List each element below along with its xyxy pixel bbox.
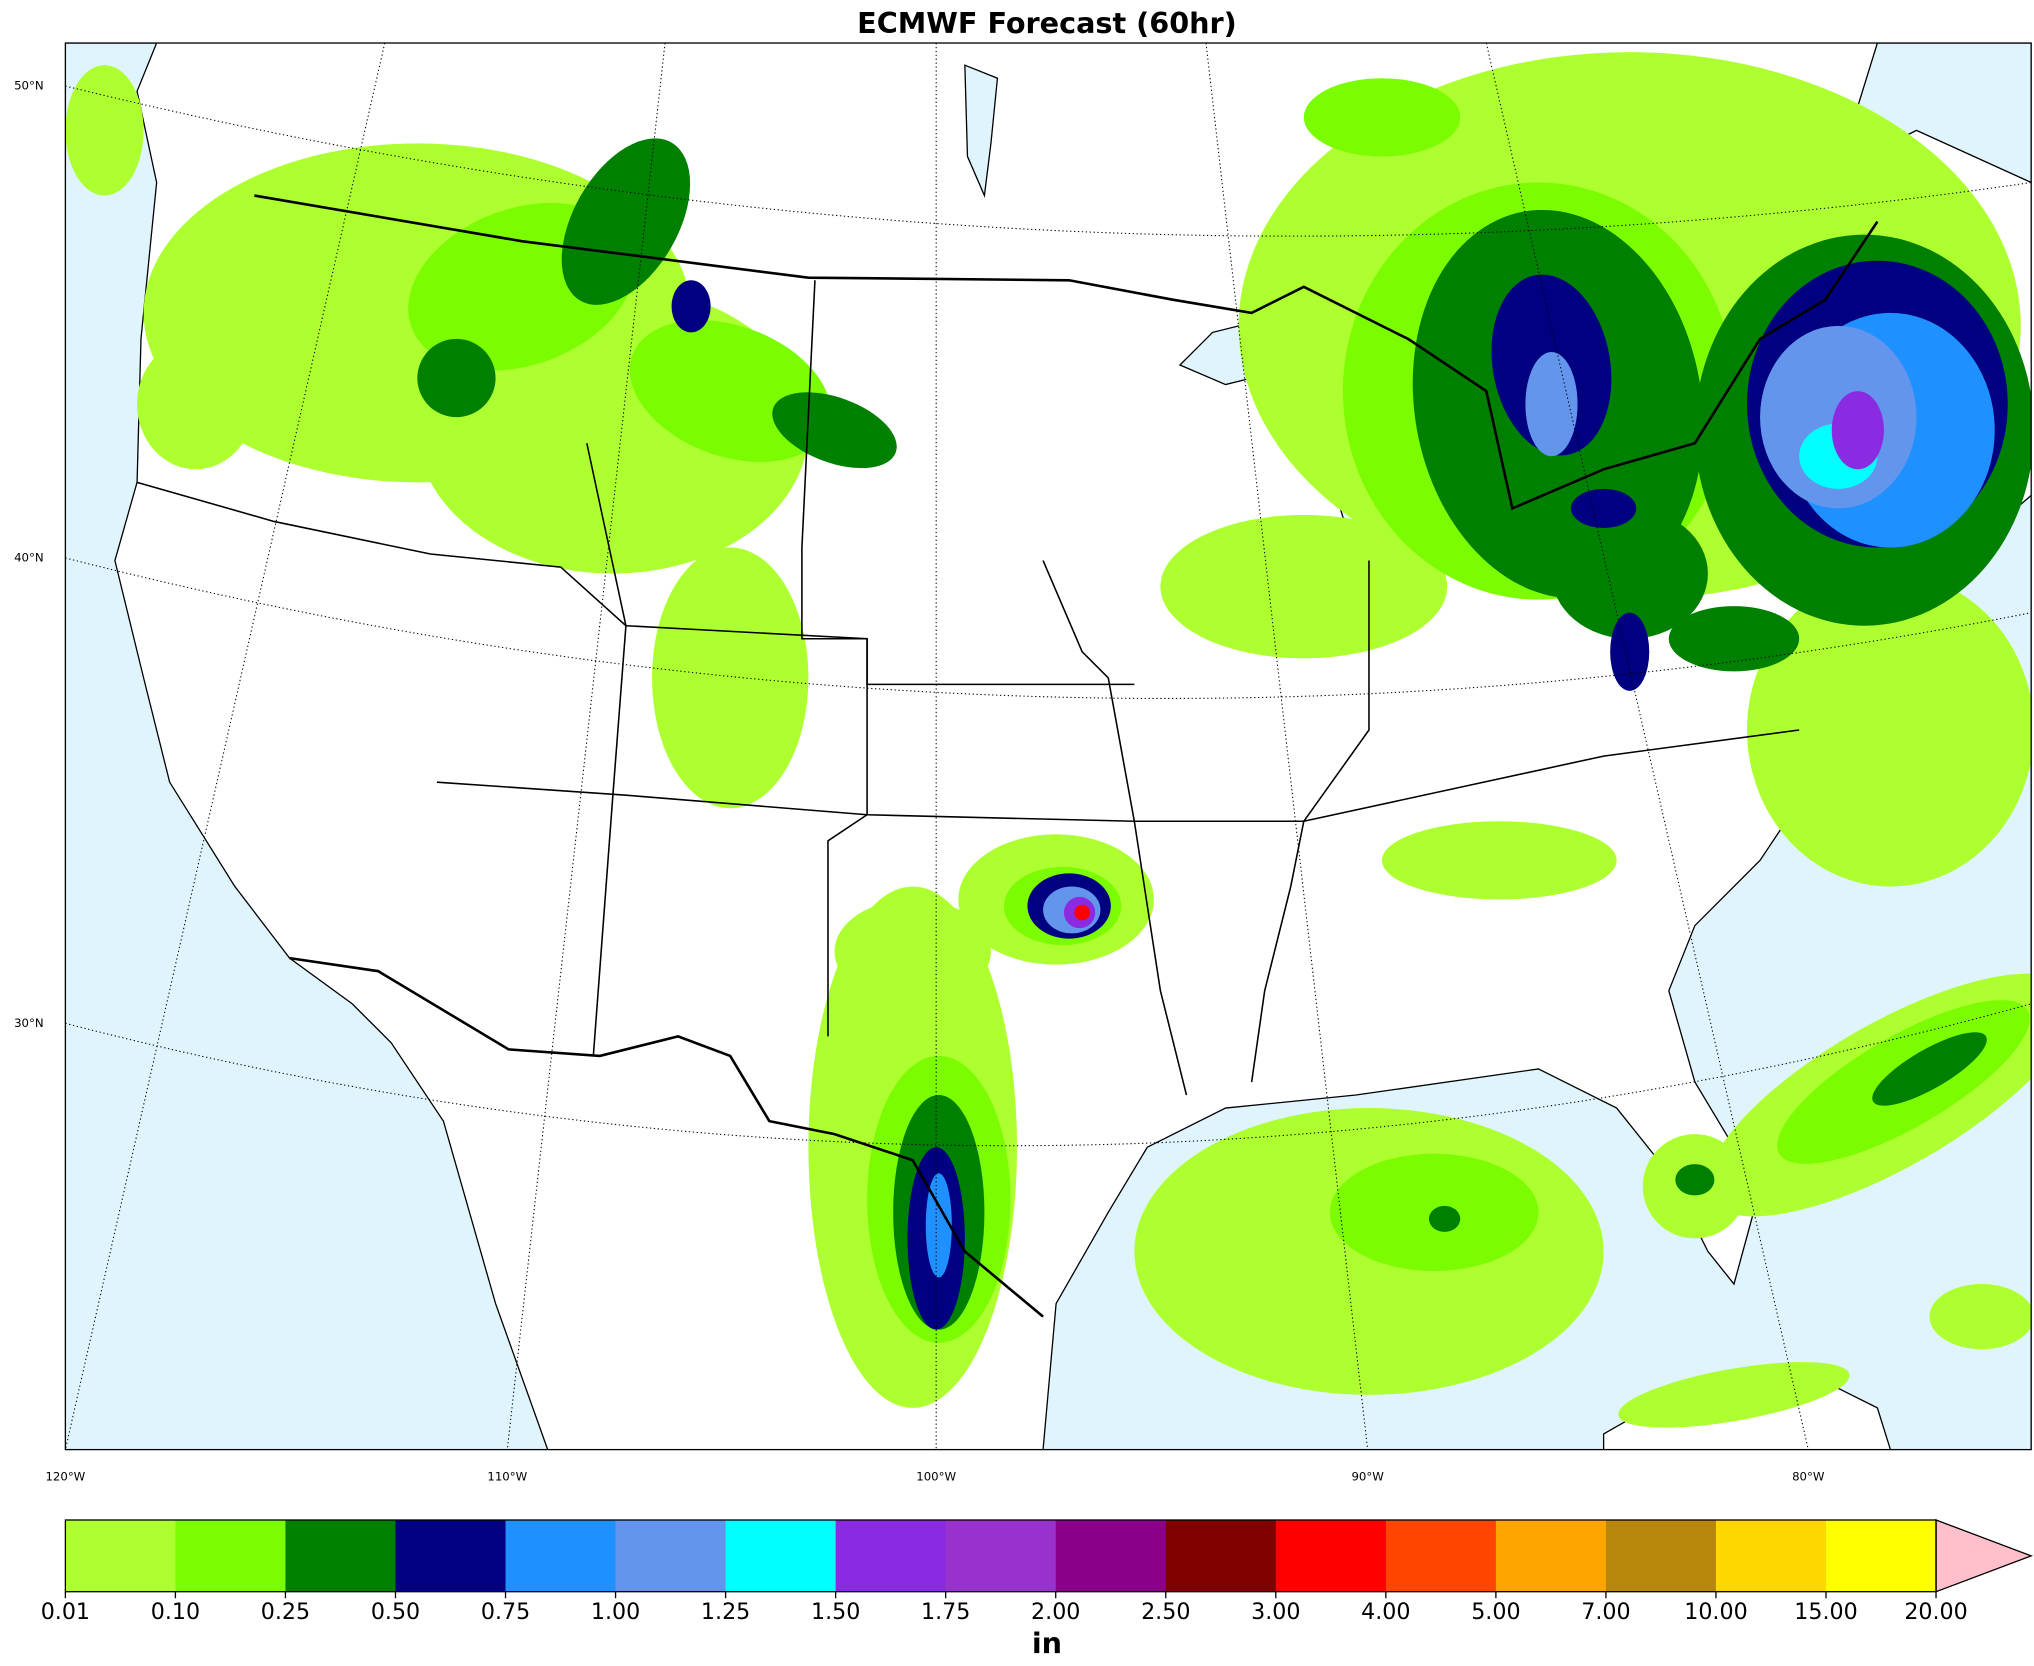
precip-area <box>1610 612 1650 691</box>
colorbar-tick-label: 0.25 <box>261 1599 310 1625</box>
precip-area <box>417 338 496 418</box>
colorbar-tick-label: 3.00 <box>1251 1599 1300 1625</box>
precip-area <box>1675 1164 1715 1196</box>
precip-area <box>925 1173 952 1278</box>
colorbar: 0.01 0.10 0.25 0.50 0.75 1.00 1.25 1.50 1.75 2.00… <box>41 1519 2034 1625</box>
colorbar-tick-label: 10.00 <box>1684 1599 1747 1625</box>
colorbar-tick-label: 20.00 <box>1904 1599 1967 1625</box>
colorbar-tick-label: 15.00 <box>1794 1599 1857 1625</box>
precip-area <box>772 392 897 469</box>
colorbar-box <box>1495 1519 1607 1592</box>
colorbar-box <box>1825 1519 1937 1592</box>
meridian <box>1205 43 1369 1450</box>
colorbar-box <box>1715 1519 1827 1592</box>
state-lines <box>136 280 1800 1096</box>
colorbar-extend <box>1935 1519 2034 1593</box>
precip-area <box>1668 606 1800 672</box>
colorbar-tick-label: 0.01 <box>41 1599 90 1625</box>
lon-label: 120°W <box>45 1469 85 1483</box>
colorbar-box <box>1275 1519 1387 1592</box>
colorbar-box <box>725 1519 837 1592</box>
colorbar-label: in <box>1032 1626 1062 1660</box>
colorbar-box <box>175 1519 287 1592</box>
colorbar-tick-label: 1.50 <box>811 1599 860 1625</box>
precip-area <box>65 65 144 196</box>
state-line <box>1250 821 1305 1083</box>
state-line <box>1042 560 1188 1096</box>
canada-border <box>254 194 1879 511</box>
precipitation <box>65 52 2032 1428</box>
colorbar-box <box>285 1519 397 1592</box>
colorbar-tick-label: 5.00 <box>1471 1599 1520 1625</box>
state-line <box>801 280 868 1037</box>
colorbar-box <box>945 1519 1057 1592</box>
lat-label: 40°N <box>14 550 44 564</box>
pacific <box>65 43 549 1450</box>
colorbar-tick-label: 0.50 <box>371 1599 420 1625</box>
colorbar-tick-label: 0.10 <box>151 1599 200 1625</box>
lat-labels: 50°N 40°N 30°N <box>14 79 44 1030</box>
precip-area <box>834 899 991 1004</box>
precip-area <box>1382 821 1617 900</box>
colorbar-box <box>1605 1519 1717 1592</box>
precip-area <box>1571 488 1637 528</box>
colorbar-box <box>615 1519 727 1592</box>
colorbar-tick-label: 2.50 <box>1141 1599 1190 1625</box>
colorbar-tick-label: 1.00 <box>591 1599 640 1625</box>
colorbar-tick-label: 1.75 <box>921 1599 970 1625</box>
lake-winnipeg <box>964 64 999 198</box>
colorbar-tick-label: 2.00 <box>1031 1599 1080 1625</box>
precip-area <box>1428 1205 1461 1232</box>
precip-area <box>1303 78 1461 157</box>
lon-label: 110°W <box>487 1469 527 1483</box>
precip-area <box>1747 573 2032 887</box>
state-line <box>1303 560 1370 822</box>
map <box>65 43 2032 1450</box>
colorbar-box <box>835 1519 947 1592</box>
lat-label: 30°N <box>14 1016 44 1030</box>
precip-area <box>1551 508 1708 639</box>
colorbar-box <box>1055 1519 1167 1592</box>
colorbar-box <box>505 1519 617 1592</box>
lon-labels: 120°W 110°W 100°W 90°W 80°W <box>45 1469 1824 1483</box>
precip-area <box>1872 1032 1987 1106</box>
precip-area <box>1074 904 1091 921</box>
colorbar-box <box>65 1519 177 1592</box>
precip-area <box>651 547 809 809</box>
colorbar-tick-label: 7.00 <box>1581 1599 1630 1625</box>
colorbar-box <box>1385 1519 1497 1592</box>
precip-area <box>1525 351 1578 457</box>
colorbar-tick-label: 4.00 <box>1361 1599 1410 1625</box>
precip-area <box>137 338 255 470</box>
title: ECMWF Forecast (60hr) <box>857 6 1237 40</box>
colorbar-tick-label: 0.75 <box>481 1599 530 1625</box>
parallel <box>65 85 2032 237</box>
colorbar-box <box>395 1519 507 1592</box>
precip-area <box>561 138 691 305</box>
lon-label: 90°W <box>1351 1469 1384 1483</box>
map-frame <box>64 42 2032 1451</box>
precip-area <box>1160 514 1448 659</box>
precip-area <box>1929 1284 2032 1350</box>
colorbar-frame <box>64 1519 1937 1593</box>
lon-label: 100°W <box>916 1469 956 1483</box>
colorbar-box <box>1165 1519 1277 1592</box>
meridian <box>506 43 666 1450</box>
state-line <box>586 443 627 1056</box>
mexico-border <box>289 956 1044 1318</box>
borders <box>254 194 1879 1318</box>
precip-area <box>1831 391 1884 470</box>
precip-area <box>671 280 711 333</box>
graticule <box>65 43 2032 1450</box>
lon-label: 80°W <box>1792 1469 1825 1483</box>
colorbar-tick-label: 1.25 <box>701 1599 750 1625</box>
lat-label: 50°N <box>14 79 44 93</box>
